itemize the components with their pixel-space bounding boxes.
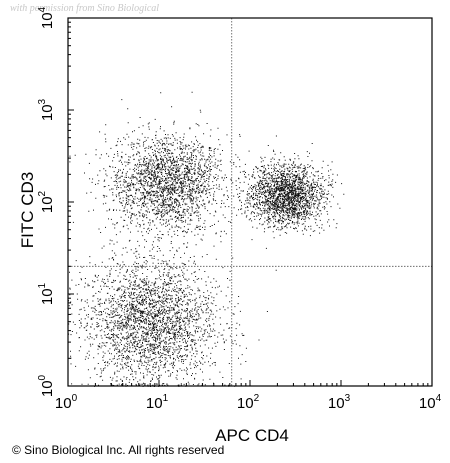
y-tick-label-group: 103 [37, 98, 56, 121]
x-tick-label: 102 [237, 393, 260, 412]
y-tick-label: 104 [37, 6, 56, 29]
y-tick-label-group: 101 [37, 282, 56, 305]
scatter-points-layer [68, 91, 345, 387]
plot-frame [67, 17, 433, 387]
population-points-1 [69, 91, 267, 265]
copyright-text: © Sino Biological Inc. All rights reserv… [12, 443, 225, 457]
y-tick-label: 100 [37, 374, 56, 397]
y-axis-ticks: 100 101 102 103 104 [37, 6, 74, 397]
x-tick-label: 103 [328, 393, 351, 412]
quadrant-gates [68, 18, 432, 386]
y-axis-title: FITC CD3 [18, 171, 37, 249]
x-tick-label: 100 [55, 393, 78, 412]
y-tick-label-group: 104 [37, 6, 56, 29]
population-points-3 [68, 187, 268, 387]
y-tick-label-group: 102 [37, 190, 56, 213]
x-axis-ticks: 100 101 102 103 104 [55, 380, 442, 412]
y-tick-label: 103 [37, 98, 56, 121]
population-points-2 [230, 135, 345, 271]
watermark-text: with permission from Sino Biological [10, 3, 160, 14]
x-tick-label: 101 [146, 393, 169, 412]
y-tick-label-group: 100 [37, 374, 56, 397]
y-tick-label: 102 [37, 190, 56, 213]
x-axis-title: APC CD4 [215, 426, 289, 445]
x-tick-label: 104 [419, 393, 442, 412]
y-tick-label: 101 [37, 282, 56, 305]
